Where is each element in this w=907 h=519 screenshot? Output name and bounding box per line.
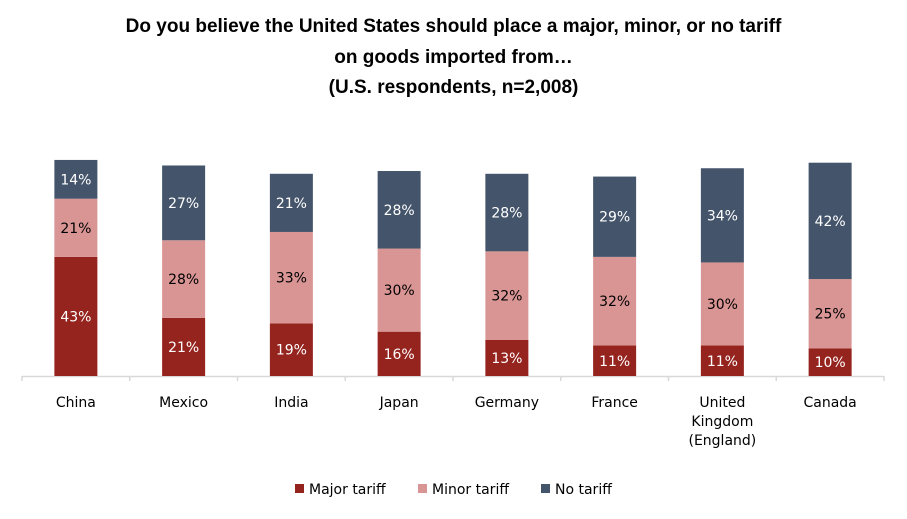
x-tick-label: Canada: [803, 395, 856, 411]
x-tick-label: China: [56, 395, 96, 411]
legend-swatch: [541, 484, 550, 493]
x-tick-label: (England): [688, 433, 756, 449]
bar-segment-minor-tariff: [593, 256, 637, 346]
data-label: 13%: [491, 351, 522, 367]
legend-swatch: [418, 484, 427, 493]
bar-segment-major-tariff: [54, 256, 98, 376]
bar-segment-minor-tariff: [377, 248, 421, 332]
data-label: 25%: [815, 307, 846, 323]
bar-segment-major-tariff: [377, 331, 421, 376]
x-tick-label: Japan: [379, 395, 419, 411]
data-label: 33%: [276, 271, 307, 287]
data-label: 28%: [384, 203, 415, 219]
data-label: 11%: [707, 354, 738, 370]
data-label: 11%: [599, 354, 630, 370]
bar-segment-no-tariff: [485, 173, 529, 252]
bar-segment-major-tariff: [269, 323, 313, 376]
bar-segment-minor-tariff: [808, 279, 852, 349]
legend-label: Minor tariff: [432, 482, 509, 498]
bar-segment-major-tariff: [808, 348, 852, 376]
data-label: 28%: [491, 206, 522, 222]
data-label: 27%: [168, 196, 199, 212]
x-tick-label: Germany: [475, 395, 539, 411]
x-tick-label: United: [699, 395, 745, 411]
data-label: 21%: [168, 340, 199, 356]
data-label: 16%: [384, 347, 415, 363]
data-label: 42%: [815, 214, 846, 230]
x-tick-label: France: [591, 395, 638, 411]
bar-segment-no-tariff: [54, 159, 98, 199]
bar-segment-major-tariff: [700, 345, 744, 376]
bar-segment-minor-tariff: [485, 251, 529, 340]
legend-label: Major tariff: [309, 482, 386, 498]
data-label: 30%: [707, 297, 738, 313]
bar-segment-minor-tariff: [54, 198, 98, 257]
bar-segment-no-tariff: [808, 162, 852, 280]
bar-segment-minor-tariff: [269, 231, 313, 324]
chart-title-line-2: on goods imported from…: [334, 47, 573, 68]
bar-segment-minor-tariff: [700, 262, 744, 346]
chart-title-line-3: (U.S. respondents, n=2,008): [328, 77, 579, 98]
data-label: 14%: [60, 172, 91, 188]
data-label: 10%: [815, 355, 846, 371]
chart-title-line-1: Do you believe the United States should …: [125, 16, 782, 37]
data-label: 43%: [60, 309, 91, 325]
bar-segment-no-tariff: [162, 165, 206, 241]
data-label: 21%: [60, 221, 91, 237]
data-label: 29%: [599, 210, 630, 226]
bar-segment-no-tariff: [700, 168, 744, 263]
bar-segment-major-tariff: [593, 345, 637, 376]
legend-label: No tariff: [555, 482, 612, 498]
bar-segment-major-tariff: [485, 339, 529, 376]
data-label: 21%: [276, 196, 307, 212]
data-label: 30%: [384, 283, 415, 299]
x-tick-label: India: [274, 395, 308, 411]
data-label: 28%: [168, 272, 199, 288]
data-label: 32%: [599, 294, 630, 310]
data-label: 34%: [707, 208, 738, 224]
bar-segment-minor-tariff: [162, 240, 206, 318]
legend-swatch: [295, 484, 304, 493]
bar-segment-no-tariff: [593, 176, 637, 257]
x-tick-label: Kingdom: [691, 414, 753, 430]
data-label: 19%: [276, 343, 307, 359]
data-label: 32%: [491, 289, 522, 305]
bar-segment-no-tariff: [377, 171, 421, 249]
bar-segment-no-tariff: [269, 173, 313, 232]
bar-segment-major-tariff: [162, 317, 206, 376]
x-tick-label: Mexico: [159, 395, 208, 411]
